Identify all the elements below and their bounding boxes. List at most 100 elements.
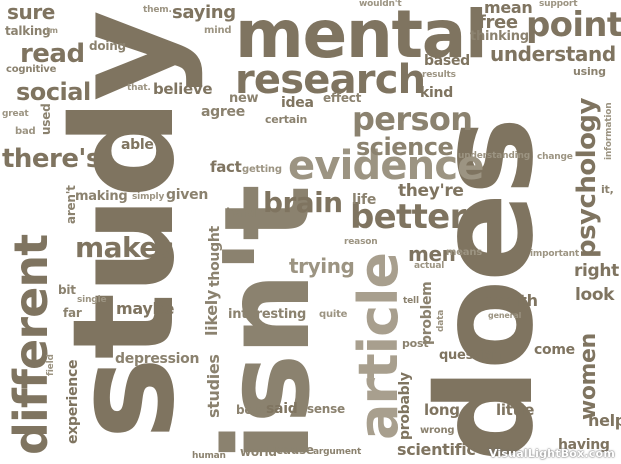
word-great: great: [2, 109, 29, 119]
word-effect: effect: [323, 91, 362, 105]
word-free: free: [478, 12, 518, 33]
word-probably: probably: [397, 372, 413, 440]
word-question: question: [439, 348, 501, 363]
word-long: long: [424, 401, 460, 419]
word-actual: actual: [414, 261, 445, 271]
word-talking: talking: [5, 24, 51, 38]
word-health: health: [482, 291, 538, 310]
word-research: research: [235, 57, 426, 103]
word-said: said: [266, 401, 298, 417]
word-certain: certain: [265, 113, 308, 126]
word-getting: getting: [242, 164, 282, 175]
word-problem: problem: [419, 281, 435, 346]
word-wrong: wrong: [420, 425, 455, 436]
word-results: results: [422, 70, 456, 80]
word-women: women: [576, 333, 601, 420]
word-sense: sense: [307, 402, 345, 416]
word-change: change: [537, 152, 573, 162]
word-men: men: [408, 242, 456, 266]
word-mind: mind: [204, 25, 232, 36]
word-evidence: evidence: [288, 143, 484, 189]
word-experience: experience: [65, 359, 81, 444]
word-hard: hard: [226, 206, 257, 220]
word-person: person: [352, 100, 473, 138]
word-doing: doing: [89, 39, 126, 53]
word-different: different: [4, 234, 58, 455]
word-trying: trying: [289, 254, 355, 278]
word-believe: believe: [153, 80, 213, 98]
word-human: human: [192, 451, 226, 461]
word-look: look: [575, 285, 615, 305]
word-important: important: [530, 249, 579, 259]
word-information: information: [604, 102, 614, 160]
word-using: using: [573, 65, 606, 78]
watermark-text: VisualLightBox.com: [488, 447, 615, 460]
word-far: far: [63, 306, 82, 320]
word-theres: there's: [2, 144, 101, 174]
word-social: social: [16, 78, 91, 106]
word-support: support: [539, 0, 578, 9]
word-help: help: [588, 411, 621, 430]
word-cause: cause: [276, 443, 314, 457]
word-depression: depression: [115, 351, 200, 367]
word-arent: aren't: [64, 185, 78, 224]
word-quite: quite: [319, 309, 348, 320]
word-simply: simply: [132, 192, 165, 202]
word-brain: brain: [263, 186, 343, 219]
word-makes: makes: [75, 231, 174, 264]
word-given: given: [166, 187, 209, 203]
word-sure: sure: [7, 0, 55, 24]
word-thought: thought: [207, 226, 223, 287]
word-right: right: [574, 261, 619, 281]
word-science: science: [356, 133, 454, 161]
word-tm: tm: [46, 26, 58, 35]
word-point: point: [526, 5, 621, 45]
word-general: general: [488, 311, 522, 320]
word-come: come: [534, 342, 575, 358]
word-idea: idea: [281, 95, 314, 111]
word-understand: understand: [490, 42, 616, 66]
word-tell: tell: [403, 296, 419, 306]
word-likely: likely: [202, 289, 221, 336]
word-having: having: [558, 437, 610, 453]
word-saying: saying: [172, 2, 236, 23]
word-read: read: [20, 39, 85, 69]
word-understanding: understanding: [458, 151, 530, 161]
word-best: best: [236, 403, 265, 417]
word-agree: agree: [201, 104, 245, 120]
word-mean: mean: [484, 0, 533, 17]
word-means: means: [446, 247, 483, 258]
word-life: life: [352, 192, 377, 208]
word-field: field: [46, 354, 56, 376]
word-scientific: scientific: [397, 440, 476, 459]
word-based: based: [424, 53, 470, 69]
word-little: little: [496, 401, 535, 419]
word-argument: argument: [313, 447, 362, 457]
word-bad: bad: [15, 126, 36, 137]
word-interesting: interesting: [228, 307, 307, 322]
word-single: single: [77, 295, 107, 305]
word-bit: bit: [58, 283, 76, 297]
word-them: them.: [143, 5, 172, 15]
word-isnt: isn't: [198, 186, 336, 462]
word-reason: reason: [344, 237, 378, 247]
word-making: making: [75, 189, 128, 204]
word-new: new: [229, 91, 259, 106]
word-it: it,: [601, 183, 614, 196]
word-psychology: psychology: [572, 98, 602, 258]
word-better: better: [350, 197, 466, 237]
word-studies: studies: [204, 354, 223, 418]
word-fact: fact: [210, 158, 242, 176]
word-used: used: [39, 103, 53, 135]
word-mental: mental: [235, 0, 488, 73]
word-maybe: maybe: [116, 299, 175, 318]
word-cognitive: cognitive: [6, 64, 57, 75]
word-post: post: [402, 337, 429, 350]
word-world: world: [240, 445, 277, 459]
word-kind: kind: [420, 85, 453, 101]
word-able: able: [121, 137, 154, 153]
word-data: data: [436, 309, 446, 332]
word-thinking: thinking: [470, 29, 529, 44]
word-theyre: they're: [398, 181, 464, 201]
